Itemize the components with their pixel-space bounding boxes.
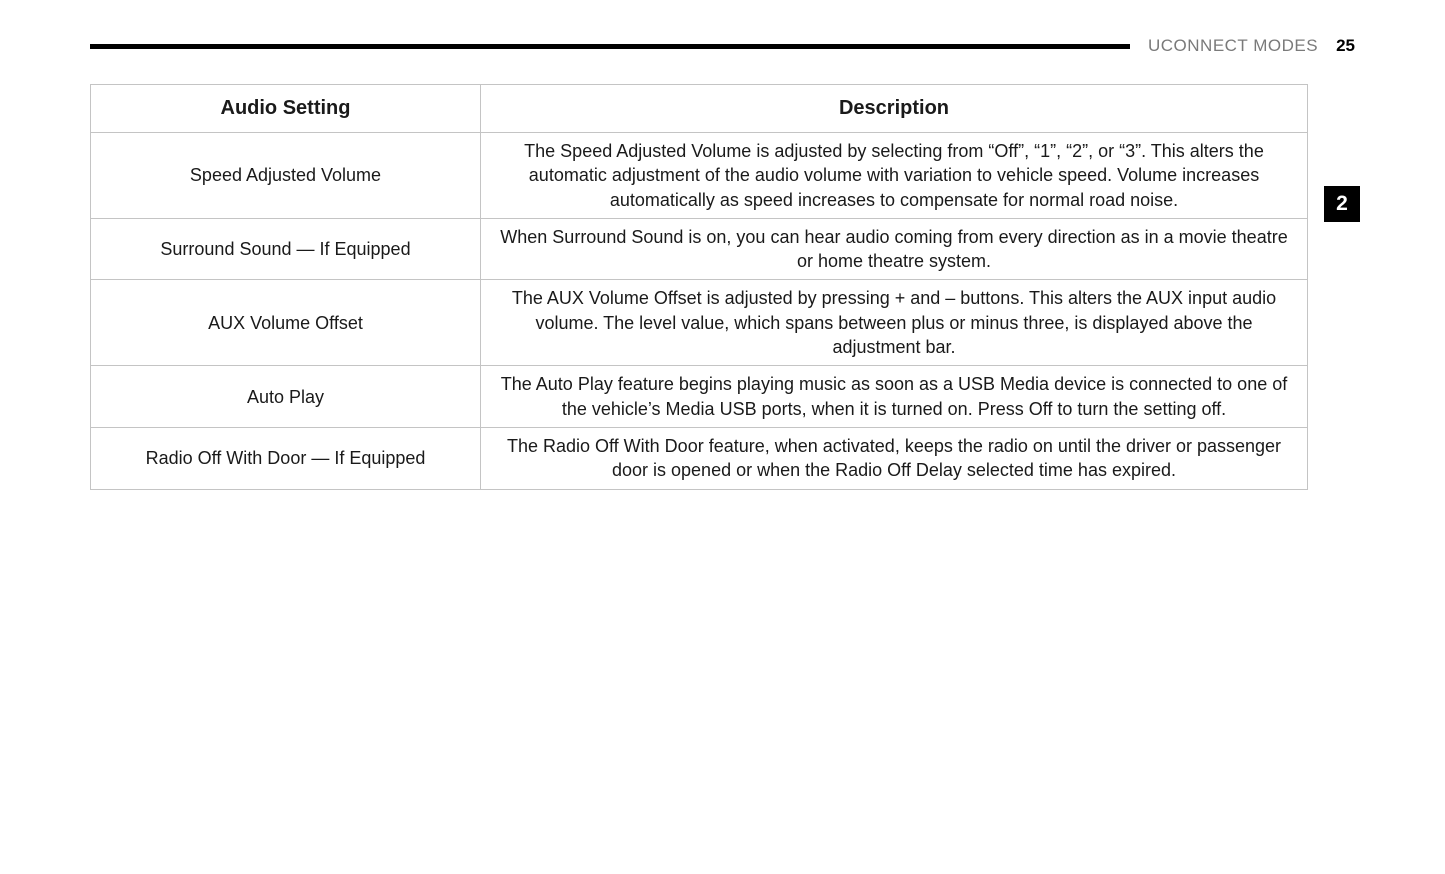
setting-name: Surround Sound — If Equipped (91, 218, 481, 280)
chapter-tab: 2 (1324, 186, 1360, 222)
col-header-setting: Audio Setting (91, 85, 481, 133)
chapter-tab-label: 2 (1336, 192, 1348, 216)
table-row: Radio Off With Door — If Equipped The Ra… (91, 427, 1308, 489)
audio-settings-table: Audio Setting Description Speed Adjusted… (90, 84, 1308, 490)
setting-name: Radio Off With Door — If Equipped (91, 427, 481, 489)
table-row: Auto Play The Auto Play feature begins p… (91, 366, 1308, 428)
col-header-description: Description (481, 85, 1308, 133)
setting-description: The AUX Volume Offset is adjusted by pre… (481, 280, 1308, 366)
setting-name: AUX Volume Offset (91, 280, 481, 366)
table-header-row: Audio Setting Description (91, 85, 1308, 133)
page-header: UCONNECT MODES 25 (90, 36, 1355, 56)
audio-settings-table-wrap: Audio Setting Description Speed Adjusted… (90, 84, 1308, 490)
table-row: Speed Adjusted Volume The Speed Adjusted… (91, 133, 1308, 219)
header-page-number: 25 (1336, 36, 1355, 56)
setting-description: The Speed Adjusted Volume is adjusted by… (481, 133, 1308, 219)
header-title: UCONNECT MODES (1148, 36, 1318, 56)
table-row: AUX Volume Offset The AUX Volume Offset … (91, 280, 1308, 366)
setting-description: The Radio Off With Door feature, when ac… (481, 427, 1308, 489)
header-rule (90, 44, 1130, 49)
setting-name: Speed Adjusted Volume (91, 133, 481, 219)
table-row: Surround Sound — If Equipped When Surrou… (91, 218, 1308, 280)
setting-name: Auto Play (91, 366, 481, 428)
setting-description: When Surround Sound is on, you can hear … (481, 218, 1308, 280)
header-text-block: UCONNECT MODES 25 (1130, 36, 1355, 56)
setting-description: The Auto Play feature begins playing mus… (481, 366, 1308, 428)
